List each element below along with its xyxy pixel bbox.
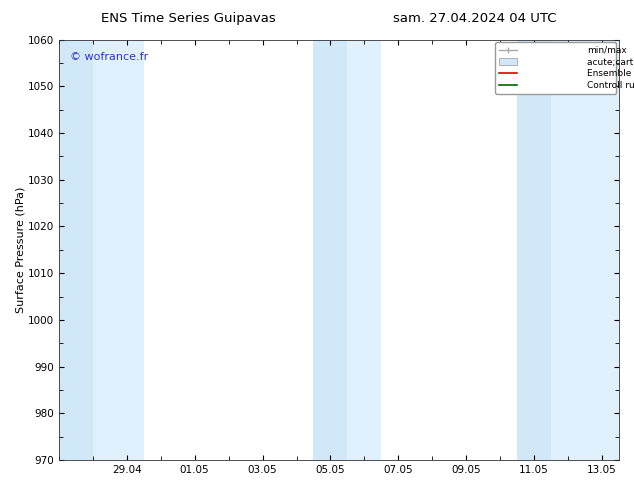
Text: sam. 27.04.2024 04 UTC: sam. 27.04.2024 04 UTC <box>393 12 557 25</box>
Text: © wofrance.fr: © wofrance.fr <box>70 52 148 62</box>
Bar <box>313 40 347 460</box>
Bar <box>551 40 619 460</box>
Bar <box>347 40 382 460</box>
Bar <box>517 40 551 460</box>
Y-axis label: Surface Pressure (hPa): Surface Pressure (hPa) <box>15 187 25 313</box>
Legend: min/max, acute;cart type, Ensemble mean run, Controll run: min/max, acute;cart type, Ensemble mean … <box>496 42 616 94</box>
Bar <box>59 40 93 460</box>
Bar <box>93 40 144 460</box>
Text: ENS Time Series Guipavas: ENS Time Series Guipavas <box>101 12 276 25</box>
